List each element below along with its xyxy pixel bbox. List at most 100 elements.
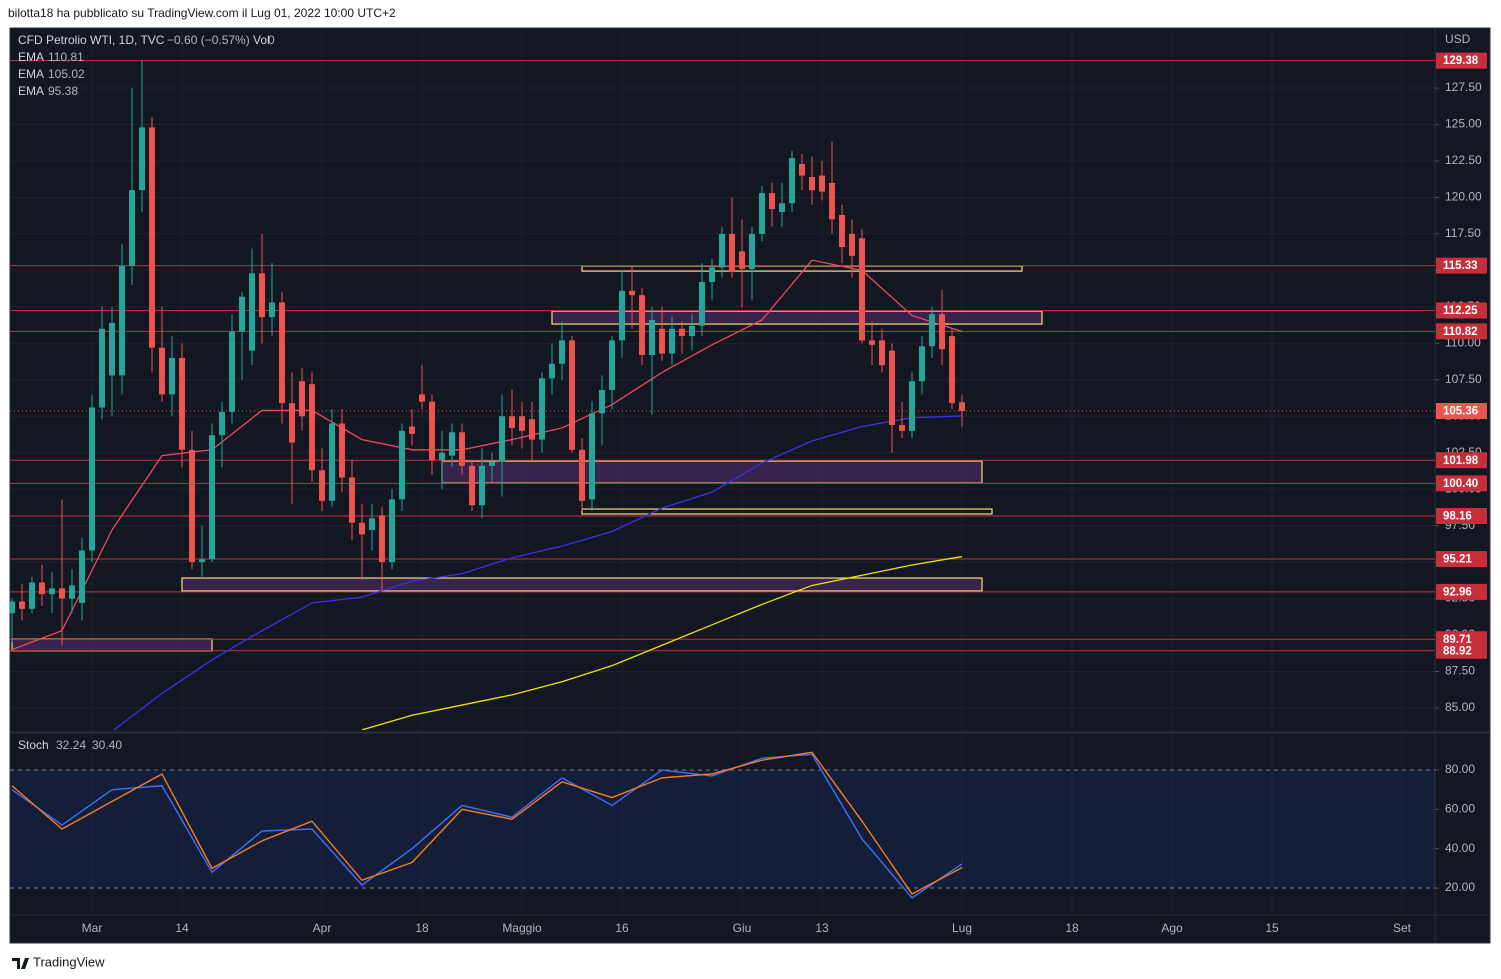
- candle-body: [869, 340, 875, 345]
- level-label: 129.38: [1443, 55, 1479, 67]
- candle-body: [689, 325, 695, 337]
- candle-body: [309, 384, 315, 471]
- stoch-line: [11, 751, 963, 895]
- y-tick-label: 40.00: [1445, 841, 1475, 855]
- candle-body: [269, 302, 275, 318]
- candle-body: [849, 233, 855, 256]
- candle-body: [289, 403, 295, 443]
- level-label: 92.96: [1443, 586, 1472, 598]
- candle-body: [649, 319, 655, 355]
- legend-volume: 0: [268, 33, 275, 47]
- level-label-box: [1436, 452, 1487, 469]
- candle-body: [259, 273, 265, 318]
- candle-body: [559, 340, 565, 364]
- candle-body: [249, 273, 255, 351]
- candle-body: [929, 314, 935, 347]
- candle-body: [759, 193, 765, 234]
- legend-name: EMA: [18, 67, 44, 81]
- level-label: 101.98: [1443, 455, 1479, 467]
- candle-body: [589, 413, 595, 500]
- candle-body: [799, 163, 805, 176]
- candle-body: [909, 381, 915, 431]
- candle-body: [679, 328, 685, 337]
- candle-body: [79, 550, 85, 603]
- level-label: 112.25: [1443, 305, 1478, 317]
- x-tick-label: 14: [175, 921, 189, 935]
- level-label-box: [1436, 52, 1487, 69]
- candle-body: [359, 522, 365, 535]
- level-label-box: [1436, 642, 1487, 659]
- x-tick-label: Mar: [82, 921, 103, 935]
- zone: [11, 638, 213, 652]
- candle-body: [499, 416, 505, 462]
- candle-body: [10, 601, 15, 614]
- chart-background: [9, 27, 1491, 944]
- x-tick-label: Ago: [1161, 921, 1183, 935]
- y-tick-label: 107.50: [1445, 372, 1482, 386]
- candle-body: [109, 322, 115, 376]
- legend-change: −0.60 (−0.57%): [167, 33, 250, 47]
- candle-body: [919, 346, 925, 382]
- candle-body: [419, 394, 425, 402]
- candle-body: [669, 328, 675, 354]
- candle-body: [829, 182, 835, 220]
- y-tick-label: 127.50: [1445, 80, 1482, 94]
- candle-body: [619, 290, 625, 341]
- legend-value: 32.24: [56, 738, 86, 752]
- candle-body: [329, 423, 335, 501]
- legend-value: 105.02: [48, 67, 85, 81]
- candle-body: [209, 435, 215, 560]
- x-tick-label: Set: [1393, 921, 1412, 935]
- legend-name: EMA: [18, 84, 44, 98]
- candle-body: [529, 419, 535, 440]
- candle-body: [949, 336, 955, 404]
- candle-body: [459, 432, 465, 466]
- candle-body: [99, 328, 105, 408]
- last-price-box: [1436, 402, 1487, 419]
- stoch-band: [10, 770, 1435, 889]
- candle-body: [769, 193, 775, 210]
- ema-line: [361, 555, 963, 730]
- candle-body: [239, 296, 245, 332]
- level-label: 100.40: [1443, 478, 1478, 490]
- x-tick-label: 18: [415, 921, 429, 935]
- candle-body: [279, 302, 285, 404]
- level-label-box: [1436, 508, 1487, 525]
- candle-body: [599, 389, 605, 414]
- price-pane: [10, 60, 1435, 730]
- candle-body: [899, 424, 905, 431]
- candle-body: [819, 175, 825, 192]
- candle-body: [119, 266, 125, 376]
- level-label-box: [1436, 257, 1487, 274]
- candle-body: [879, 340, 885, 366]
- candle-body: [19, 601, 25, 609]
- stoch-line: [11, 753, 963, 899]
- candle-body: [379, 515, 385, 563]
- candle-body: [389, 499, 395, 563]
- candle-body: [149, 127, 155, 348]
- candle-body: [399, 430, 405, 500]
- candle-body: [469, 465, 475, 506]
- candle-body: [629, 290, 635, 296]
- candle-body: [319, 470, 325, 501]
- candle-body: [519, 416, 525, 431]
- candle-body: [39, 582, 45, 595]
- candle-body: [229, 331, 235, 412]
- candle-body: [579, 449, 585, 501]
- candle-body: [219, 411, 225, 436]
- candle-body: [69, 585, 75, 599]
- legend-layer: CFD Petrolio WTI, 1D, TVC −0.60 (−0.57%) V…: [18, 33, 275, 752]
- level-label: 88.92: [1443, 645, 1472, 657]
- candle-body: [49, 588, 55, 595]
- candle-body: [429, 401, 435, 461]
- y-tick-label: 122.50: [1445, 153, 1482, 167]
- currency-label: USD: [1445, 32, 1471, 46]
- candle-body: [299, 381, 305, 417]
- x-tick-label: Maggio: [502, 921, 542, 935]
- zone: [441, 460, 983, 484]
- candle-body: [739, 251, 745, 269]
- y-tick-label: 80.00: [1445, 762, 1475, 776]
- candle-body: [659, 328, 665, 354]
- x-tick-label: 15: [1265, 921, 1279, 935]
